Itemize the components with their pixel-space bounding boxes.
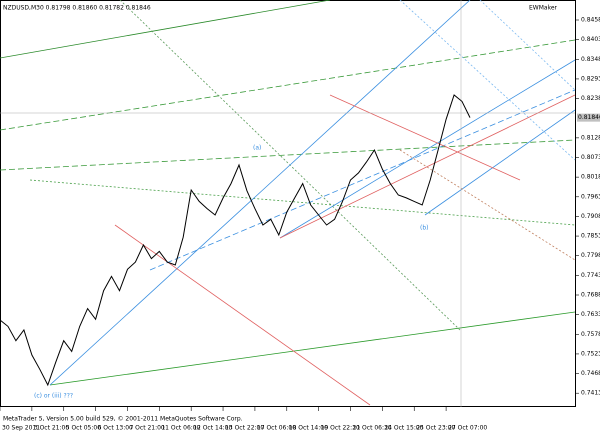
current-price-box xyxy=(577,113,600,122)
y-tick-label: 0.74130 xyxy=(581,390,600,397)
y-tick-label: 0.78530 xyxy=(581,233,600,240)
x-tick-label: 6 Oct 13:00 xyxy=(98,425,133,432)
y-tick-label: 0.76330 xyxy=(581,311,600,318)
y-tick-label: 0.79080 xyxy=(581,213,600,220)
drawing-objects xyxy=(0,0,576,407)
x-tick-label: 5 Oct 05:00 xyxy=(66,425,101,432)
price-line xyxy=(0,94,471,387)
x-tick-label: 21 Oct 06:30 xyxy=(353,425,392,432)
x-tick-label: 27 Oct 07:00 xyxy=(448,425,487,432)
x-tick-label: 18 Oct 14:00 xyxy=(289,425,328,432)
x-tick-label: 7 Oct 21:00 xyxy=(129,425,164,432)
x-tick-label: 12 Oct 14:00 xyxy=(193,425,232,432)
x-tick-label: 13 Oct 22:00 xyxy=(225,425,264,432)
y-tick-label: 0.82380 xyxy=(581,95,600,102)
x-tick-label: 24 Oct 15:00 xyxy=(384,425,423,432)
x-tick-label: 11 Oct 06:00 xyxy=(161,425,200,432)
y-tick-label: 0.80730 xyxy=(581,154,600,161)
wave-label: (b) xyxy=(420,225,429,232)
y-tick-label: 0.81280 xyxy=(581,134,600,141)
y-tick-label: 0.77430 xyxy=(581,272,600,279)
x-tick-label: 3 Oct 21:00 xyxy=(34,425,69,432)
y-tick-label: 0.75230 xyxy=(581,350,600,357)
x-tick-label: 25 Oct 23:00 xyxy=(416,425,455,432)
x-tick-label: 30 Sep 2011 xyxy=(2,425,40,432)
x-tick-label: 17 Oct 06:00 xyxy=(257,425,296,432)
chart-title: NZDUSD,M30 0.81798 0.81860 0.81782 0.818… xyxy=(3,5,151,12)
y-tick-label: 0.75780 xyxy=(581,331,600,338)
plot-border xyxy=(0,0,576,407)
y-tick-label: 0.77980 xyxy=(581,252,600,259)
y-tick-label: 0.79630 xyxy=(581,193,600,200)
y-tick-label: 0.76880 xyxy=(581,292,600,299)
y-tick-label: 0.80180 xyxy=(581,174,600,181)
footer: MetaTrader 5, Version 5.00 build 529, © … xyxy=(3,416,243,423)
y-tick-label: 0.84580 xyxy=(581,17,600,24)
y-tick-label: 0.84030 xyxy=(581,36,600,43)
y-tick-label: 0.82930 xyxy=(581,75,600,82)
y-tick-label: 0.74680 xyxy=(581,370,600,377)
current-price-label: 0.81846 xyxy=(578,114,600,121)
wave-label: (a) xyxy=(253,145,261,152)
wave-label: (c) or (iii) ??? xyxy=(34,393,73,400)
x-tick-label: 19 Oct 22:30 xyxy=(321,425,360,432)
y-tick-label: 0.83480 xyxy=(581,56,600,63)
indicator-label: EWMaker xyxy=(529,5,558,12)
